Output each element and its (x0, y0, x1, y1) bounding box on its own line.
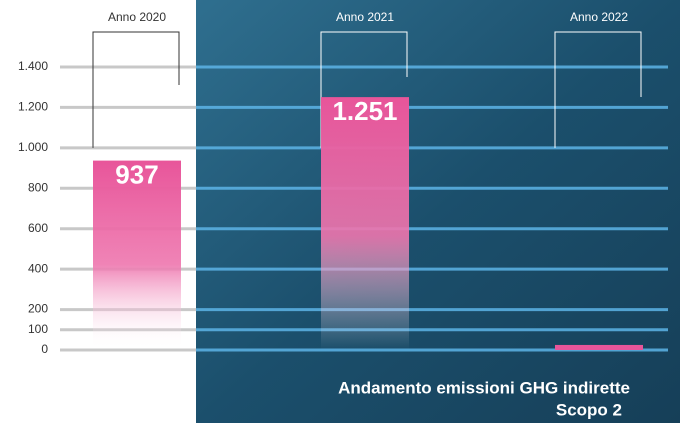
y-tick-label: 600 (28, 221, 48, 235)
y-tick-label: 800 (28, 180, 48, 194)
photo-panel (196, 0, 680, 423)
page: {"chart_data": {"type": "bar", "title": … (0, 0, 680, 423)
y-tick-label: 100 (28, 322, 48, 336)
chart-title: Andamento emissioni GHG indirette (338, 378, 630, 397)
value-label: 1.251 (332, 96, 397, 126)
y-tick-label: 400 (28, 261, 48, 275)
x-tick-label: Anno 2022 (570, 10, 628, 24)
bar (555, 345, 643, 350)
x-tick-label: Anno 2020 (108, 10, 166, 24)
value-label: 937 (115, 159, 158, 189)
chart-title: Scopo 2 (556, 400, 622, 419)
y-tick-label: 200 (28, 302, 48, 316)
bar (321, 97, 409, 350)
y-tick-label: 0 (41, 342, 48, 356)
x-tick-label: Anno 2021 (336, 10, 394, 24)
y-tick-label: 1.400 (18, 59, 48, 73)
chart: Andamento emissioni GHG indirette Scopo … (0, 0, 680, 423)
y-tick-label: 1.200 (18, 100, 48, 114)
y-tick-label: 1.000 (18, 140, 48, 154)
